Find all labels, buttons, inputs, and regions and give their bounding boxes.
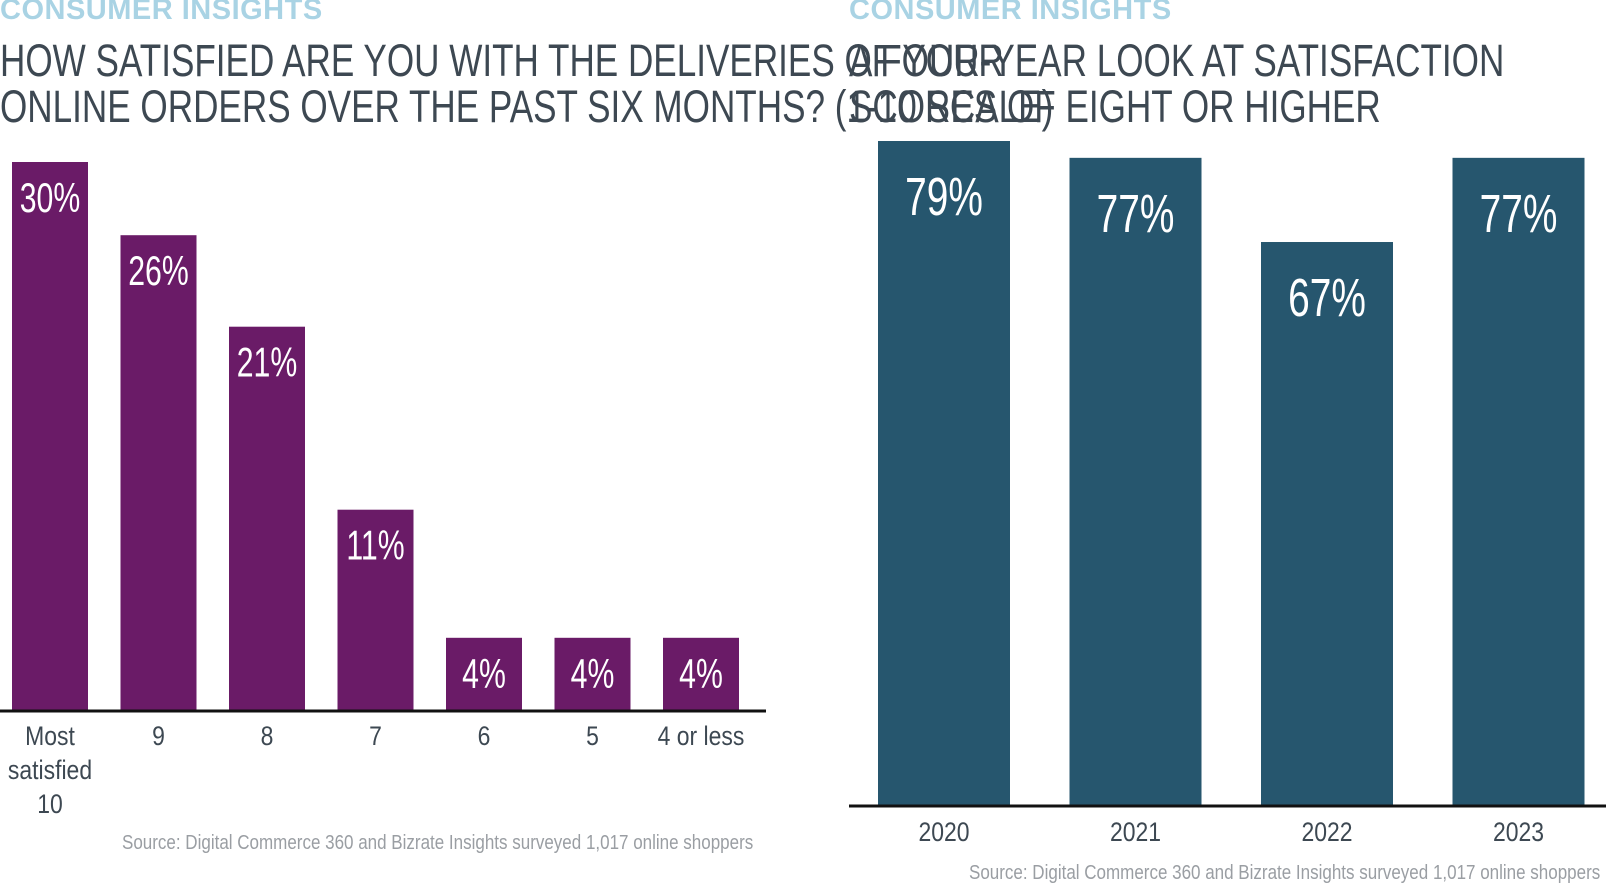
left-bar-chart: 30% Most satisfied 10 26% 9 21% 8 11% 7 4% 6 4% 5 4% 4 … [0, 162, 766, 819]
right-tick-label-2: 2022 [1301, 817, 1352, 847]
left-bar-2 [229, 326, 305, 711]
right-tick-label-0: 2020 [918, 817, 969, 847]
left-chart-panel: CONSUMER INSIGHTS HOW SATISFIED ARE YOU … [0, 0, 1053, 888]
right-tick-label-1: 2021 [1110, 817, 1161, 847]
left-bar-4 [446, 637, 522, 711]
left-bar-1 [120, 235, 197, 711]
right-bar-1 [1069, 157, 1202, 806]
right-source-note: Source: Digital Commerce 360 and Bizrate… [969, 862, 1601, 884]
left-bar-value-label-2: 21% [237, 339, 298, 386]
right-bar-value-label-0: 79% [905, 166, 983, 227]
right-chart-title: A FOUR-YEAR LOOK AT SATISFACTION SCORES … [849, 38, 1504, 130]
right-kicker: CONSUMER INSIGHTS [849, 0, 1172, 26]
left-tick-label-4: 6 [478, 721, 491, 751]
left-bar-value-label-6: 4% [679, 650, 723, 697]
left-bar-0 [12, 162, 88, 711]
left-tick-label-0-line-1: satisfied [8, 755, 92, 785]
right-bar-chart: 79% 2020 77% 2021 67% 2022 77% 2023 [849, 141, 1606, 847]
left-bar-value-label-3: 11% [346, 522, 404, 569]
left-bar-5 [554, 637, 631, 711]
right-bar-value-label-2: 67% [1288, 267, 1366, 328]
left-source-note: Source: Digital Commerce 360 and Bizrate… [122, 832, 754, 854]
left-kicker: CONSUMER INSIGHTS [0, 0, 323, 26]
right-title-line-2: SCORES OF EIGHT OR HIGHER [849, 81, 1381, 132]
left-title-line-1: HOW SATISFIED ARE YOU WITH THE DELIVERIE… [0, 35, 1004, 86]
left-tick-label-2: 8 [261, 721, 274, 751]
right-bar-3 [1452, 157, 1585, 806]
left-tick-label-0-line-2: 10 [37, 789, 63, 819]
right-title-line-1: A FOUR-YEAR LOOK AT SATISFACTION [849, 35, 1505, 86]
left-bar-value-label-0: 30% [20, 174, 81, 221]
right-bar-0 [878, 141, 1010, 806]
left-title-line-2: ONLINE ORDERS OVER THE PAST SIX MONTHS? … [0, 81, 1054, 132]
left-bar-6 [663, 637, 739, 711]
right-bar-value-label-3: 77% [1480, 182, 1558, 243]
right-bar-value-label-1: 77% [1097, 182, 1175, 243]
left-bar-value-label-5: 4% [571, 650, 615, 697]
left-tick-label-3: 7 [369, 721, 382, 751]
left-tick-label-6: 4 or less [658, 721, 745, 751]
right-chart-panel: CONSUMER INSIGHTS A FOUR-YEAR LOOK AT SA… [849, 0, 1606, 888]
left-bar-value-label-4: 4% [462, 650, 506, 697]
right-bar-2 [1261, 242, 1393, 806]
left-chart-title: HOW SATISFIED ARE YOU WITH THE DELIVERIE… [0, 38, 1053, 130]
left-tick-label-0-line-0: Most [25, 721, 75, 751]
left-tick-label-5: 5 [586, 721, 599, 751]
left-bar-value-label-1: 26% [128, 247, 189, 294]
left-tick-label-1: 9 [152, 721, 165, 751]
left-bar-3 [337, 509, 414, 711]
right-tick-label-3: 2023 [1493, 817, 1544, 847]
